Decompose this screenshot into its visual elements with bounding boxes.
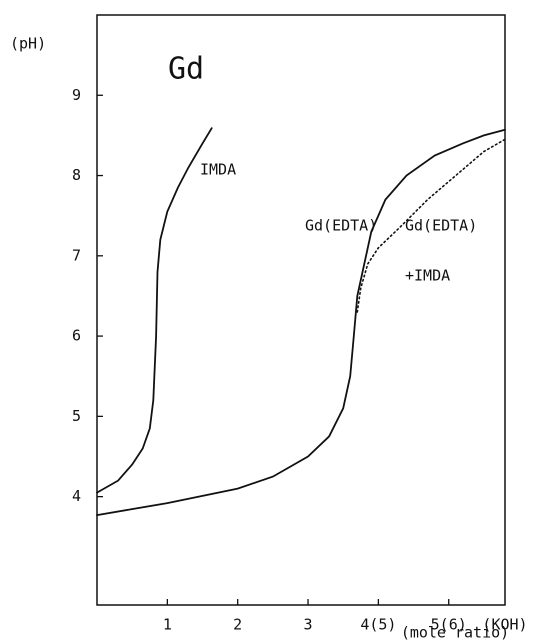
curve-label: Gd(EDTA) [305, 217, 377, 235]
curve [96, 127, 213, 494]
y-tick-label: 9 [72, 86, 81, 104]
curve-label: Gd(EDTA) [405, 217, 477, 235]
plot-frame [96, 14, 506, 606]
curve [356, 138, 506, 313]
curve-label: +IMDA [405, 267, 450, 285]
x-tick-label: 3 [304, 616, 313, 634]
y-axis-label: (pH) [10, 35, 46, 53]
x-tick-label: 5(6) [431, 616, 467, 634]
x-tick-label: 2 [233, 616, 242, 634]
panel-label: Gd [168, 52, 204, 87]
x-tick-label: 1 [163, 616, 172, 634]
curve-label: IMDA [200, 161, 236, 179]
curve [96, 128, 506, 516]
y-tick-label: 8 [72, 166, 81, 184]
y-tick-label: 5 [72, 407, 81, 425]
y-tick-label: 4 [72, 487, 81, 505]
x-tick-label: 4(5) [360, 616, 396, 634]
y-tick-label: 7 [72, 246, 81, 264]
y-tick-label: 6 [72, 327, 81, 345]
x-axis-label: (KOH) [482, 616, 527, 634]
x-axis-sublabel: (mole ratio) [401, 624, 509, 642]
